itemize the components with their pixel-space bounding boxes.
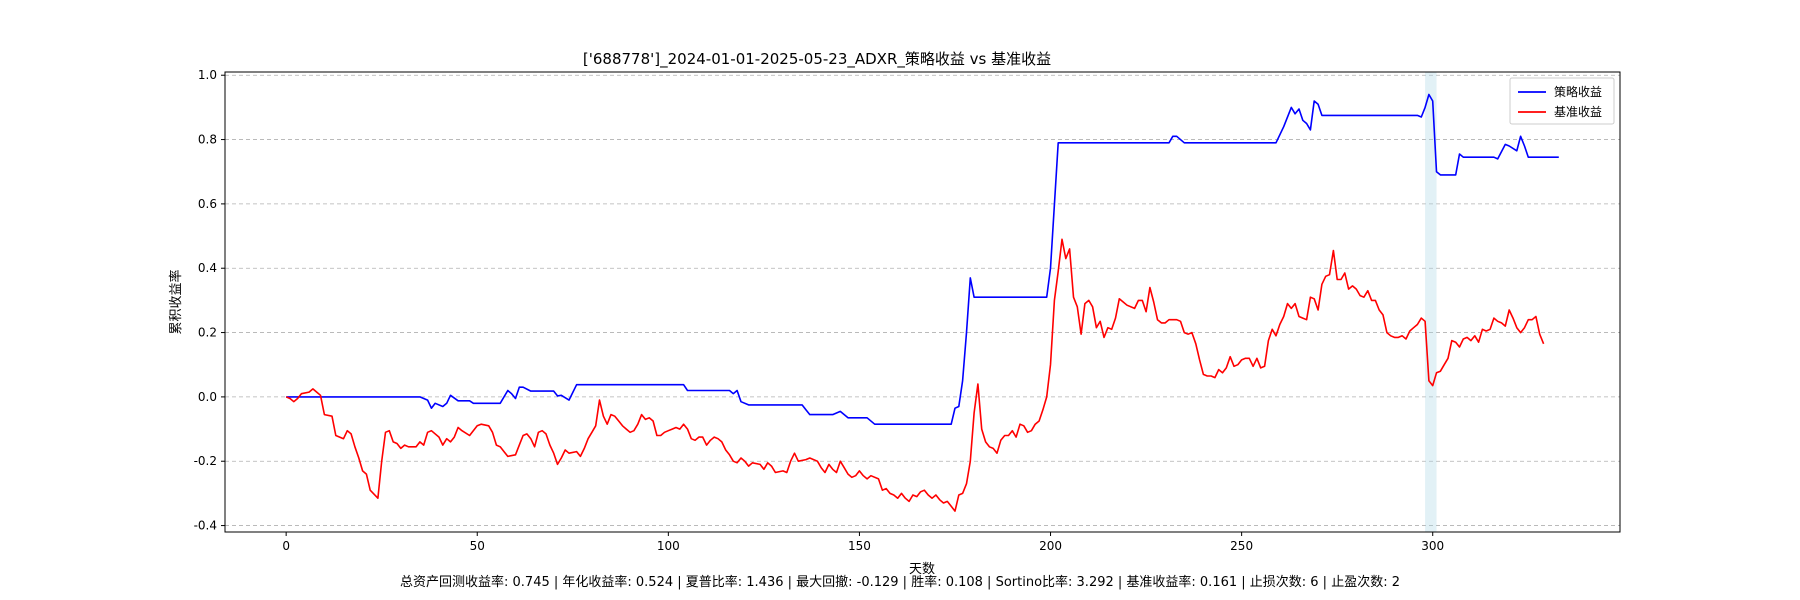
chart-title: ['688778']_2024-01-01-2025-05-23_ADXR_策略… — [583, 50, 1051, 69]
x-axis: 0 50 100 150 200 250 300 — [282, 532, 1444, 553]
y-axis: -0.4 -0.2 0.0 0.2 0.4 0.6 0.8 1.0 — [194, 68, 225, 533]
legend-label-0: 策略收益 — [1554, 84, 1602, 99]
x-tick-label: 100 — [657, 539, 680, 553]
x-tick-label: 50 — [470, 539, 485, 553]
plot-area — [224, 71, 1621, 533]
x-tick-label: 200 — [1039, 539, 1062, 553]
x-tick-label: 300 — [1421, 539, 1444, 553]
y-tick-label: 0.0 — [198, 390, 217, 404]
x-tick-label: 250 — [1230, 539, 1253, 553]
highlight-span — [1425, 72, 1437, 532]
grid-lines — [225, 74, 1620, 526]
y-axis-label: 累积收益率 — [168, 269, 184, 334]
x-tick-label: 0 — [282, 539, 290, 553]
series-layer — [285, 93, 1559, 512]
series-line-0 — [286, 93, 1559, 425]
y-tick-label: 0.8 — [198, 133, 217, 147]
x-axis-label: 天数 — [909, 562, 935, 577]
y-tick-label: -0.2 — [194, 454, 217, 468]
y-tick-label: 0.6 — [198, 197, 217, 211]
series-line-1 — [285, 238, 1545, 512]
summary-stats: 总资产回测收益率: 0.745 | 年化收益率: 0.524 | 夏普比率: 1… — [400, 575, 1400, 590]
y-tick-label: 1.0 — [198, 68, 217, 82]
legend-label-1: 基准收益 — [1554, 105, 1602, 119]
y-tick-label: 0.4 — [198, 261, 217, 275]
y-tick-label: -0.4 — [194, 519, 217, 533]
x-tick-label: 150 — [848, 539, 871, 553]
y-tick-label: 0.2 — [198, 326, 217, 340]
